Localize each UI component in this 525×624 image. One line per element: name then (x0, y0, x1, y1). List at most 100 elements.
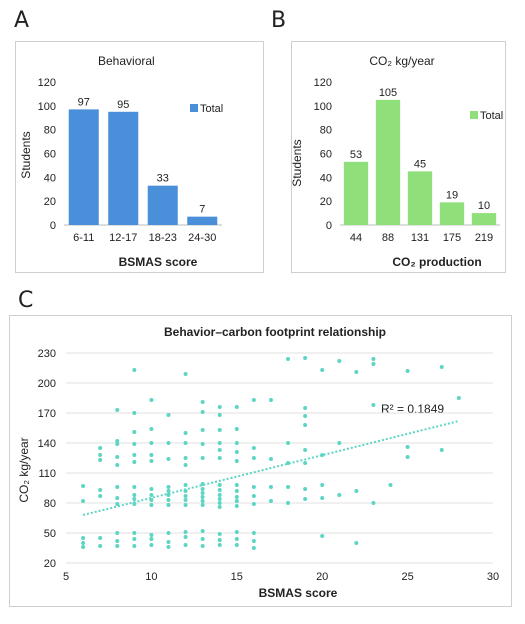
chart-c-point (200, 456, 205, 460)
chart-c-point (354, 489, 359, 493)
chart-c-point (251, 456, 256, 460)
chart-c-xtick-label: 30 (487, 571, 499, 583)
chart-b-ytick-label: 0 (326, 220, 332, 232)
chart-c-point (183, 483, 188, 487)
chart-c-point (149, 398, 154, 402)
chart-c-point (132, 497, 137, 501)
chart-c-point (132, 453, 137, 457)
chart-c-point (320, 534, 325, 538)
chart-b-ytick-label: 20 (320, 196, 332, 208)
chart-c-point (251, 531, 256, 535)
chart-b-title: CO₂ kg/year (369, 54, 434, 68)
chart-c-point (166, 489, 171, 493)
chart-c-point (166, 441, 171, 445)
chart-c-point (217, 483, 222, 487)
chart-c-xtick-label: 25 (401, 571, 413, 583)
chart-c-point (183, 498, 188, 502)
chart-c-point (286, 441, 291, 445)
chart-a-data-label: 95 (117, 99, 129, 111)
chart-c-point (149, 459, 154, 463)
chart-c-point (132, 460, 137, 464)
chart-c-ytick-label: 140 (38, 438, 56, 450)
chart-c-point (371, 501, 376, 505)
chart-c-point (149, 441, 154, 445)
chart-c-point (268, 398, 273, 402)
chart-b-bar (439, 202, 465, 225)
chart-c-point (371, 403, 376, 407)
chart-b-data-label: 19 (446, 189, 458, 201)
chart-c-point (149, 487, 154, 491)
chart-c-point (166, 545, 171, 549)
chart-c-trendline (82, 420, 460, 516)
chart-c-point (217, 405, 222, 409)
chart-c-point (268, 485, 273, 489)
chart-c-title: Behavior–carbon footprint relationship (164, 325, 386, 339)
chart-c-point (200, 491, 205, 495)
panel-letter-b: B (271, 8, 287, 33)
chart-b-data-label: 53 (350, 149, 362, 161)
chart-c-point (166, 531, 171, 535)
chart-c-point (303, 497, 308, 501)
chart-c-point (132, 531, 137, 535)
chart-c-point (200, 537, 205, 541)
chart-c-point (81, 541, 86, 545)
chart-c-point (166, 498, 171, 502)
chart-c-point (183, 494, 188, 498)
chart-c-point (234, 459, 239, 463)
chart-c-point (132, 485, 137, 489)
chart-b-ytick-label: 60 (320, 149, 332, 161)
chart-a-data-label: 7 (199, 204, 205, 216)
chart-a-xtick-label: 18-23 (149, 232, 177, 244)
chart-c-ytick-label: 20 (44, 558, 56, 570)
chart-c-ylabel: CO₂ kg/year (17, 437, 31, 502)
chart-c-point (234, 441, 239, 445)
chart-c-point (149, 493, 154, 497)
chart-c-point (234, 427, 239, 431)
chart-b-bar (407, 171, 433, 225)
chart-b-ytick-label: 100 (314, 101, 332, 113)
chart-a-ytick-label: 20 (44, 196, 56, 208)
chart-c-point (439, 365, 444, 369)
chart-a-ytick-label: 80 (44, 125, 56, 137)
chart-a-ytick-label: 100 (38, 101, 56, 113)
chart-c-point (132, 411, 137, 415)
chart-c-point (337, 359, 342, 363)
chart-a-data-label: 97 (78, 96, 90, 108)
chart-c-point (405, 445, 410, 449)
chart-c-point (439, 448, 444, 452)
chart-b-bar (375, 99, 401, 225)
chart-c-point (320, 496, 325, 500)
chart-c-xtick-label: 10 (145, 571, 157, 583)
chart-c-point (115, 539, 120, 543)
chart-c-point (234, 530, 239, 534)
chart-b-xtick-label: 175 (443, 232, 461, 244)
chart-b-xtick-label: 131 (411, 232, 429, 244)
chart-b-bar (343, 161, 369, 225)
chart-c-point (217, 413, 222, 417)
chart-c: Behavior–carbon footprint relationship C… (17, 325, 499, 600)
chart-c-point (217, 532, 222, 536)
chart-c-xtick-label: 20 (316, 571, 328, 583)
chart-c-point (166, 457, 171, 461)
chart-a-ytick-label: 0 (50, 220, 56, 232)
chart-a-ylabel: Students (19, 131, 33, 178)
chart-c-point (217, 543, 222, 547)
chart-c-point (183, 456, 188, 460)
chart-c-point (81, 545, 86, 549)
chart-c-point (200, 503, 205, 507)
chart-c-ytick-label: 110 (38, 468, 56, 480)
chart-c-ytick-label: 230 (38, 348, 56, 360)
chart-c-point (98, 544, 103, 548)
chart-b-xtick-label: 88 (382, 232, 394, 244)
chart-c-point (286, 357, 291, 361)
chart-c-point (234, 504, 239, 508)
chart-c-point (149, 503, 154, 507)
chart-c-point (115, 439, 120, 443)
chart-c-point (132, 502, 137, 506)
chart-c-point (251, 539, 256, 543)
chart-c-point (132, 368, 137, 372)
chart-c-xtick-label: 15 (231, 571, 243, 583)
chart-c-point (183, 530, 188, 534)
chart-c-point (132, 537, 137, 541)
chart-c-point (166, 503, 171, 507)
